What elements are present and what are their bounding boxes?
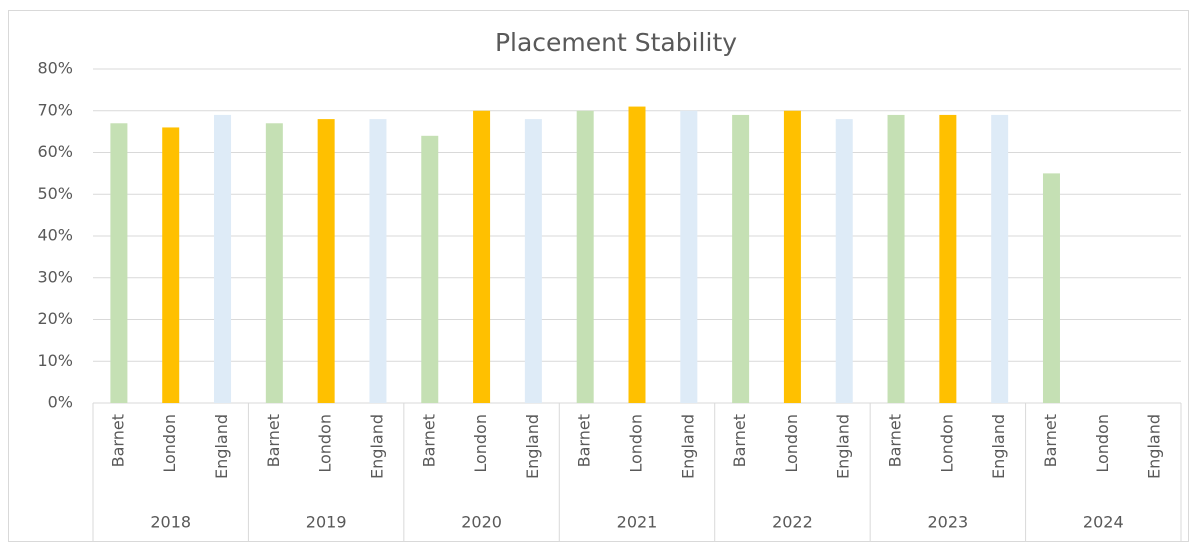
x-tick-label: London bbox=[782, 414, 801, 473]
bar bbox=[991, 114, 1009, 404]
x-tick-label: London bbox=[471, 414, 490, 473]
x-tick-label: London bbox=[316, 414, 335, 473]
x-tick-label: England bbox=[367, 414, 386, 479]
bar bbox=[265, 123, 283, 404]
bar bbox=[369, 119, 387, 403]
x-tick-label: Barnet bbox=[730, 414, 749, 467]
bar bbox=[162, 127, 180, 403]
x-tick-label: England bbox=[212, 414, 231, 479]
bar bbox=[421, 135, 439, 404]
bar bbox=[783, 110, 801, 403]
y-tick-label: 0% bbox=[48, 393, 73, 412]
bar bbox=[524, 119, 542, 403]
chart-title: Placement Stability bbox=[495, 28, 737, 57]
x-group-label: 2019 bbox=[306, 513, 347, 532]
x-tick-label: England bbox=[989, 414, 1008, 479]
bar bbox=[214, 114, 232, 404]
y-tick-label: 10% bbox=[37, 351, 73, 370]
chart-border bbox=[8, 10, 1189, 542]
bar bbox=[1042, 173, 1060, 403]
x-group-label: 2021 bbox=[617, 513, 658, 532]
y-tick-label: 40% bbox=[37, 226, 73, 245]
x-tick-label: Barnet bbox=[886, 414, 905, 467]
bar bbox=[317, 119, 335, 403]
x-tick-label: London bbox=[1093, 414, 1112, 473]
x-tick-label: England bbox=[1145, 414, 1164, 479]
y-tick-label: 70% bbox=[37, 100, 73, 119]
x-tick-label: Barnet bbox=[1041, 414, 1060, 467]
y-tick-label: 50% bbox=[37, 184, 73, 203]
x-tick-label: London bbox=[627, 414, 646, 473]
x-group-label: 2020 bbox=[461, 513, 502, 532]
x-tick-label: London bbox=[160, 414, 179, 473]
bar bbox=[939, 114, 957, 404]
x-group-label: 2022 bbox=[772, 513, 813, 532]
bar bbox=[835, 119, 853, 403]
bar bbox=[110, 123, 128, 404]
x-tick-label: England bbox=[834, 414, 853, 479]
bar bbox=[473, 110, 491, 403]
x-tick-label: England bbox=[523, 414, 542, 479]
x-group-label: 2023 bbox=[927, 513, 968, 532]
bar bbox=[732, 114, 750, 404]
x-tick-label: London bbox=[937, 414, 956, 473]
y-tick-label: 80% bbox=[37, 59, 73, 78]
x-tick-label: Barnet bbox=[419, 414, 438, 467]
y-tick-label: 30% bbox=[37, 267, 73, 286]
x-group-label: 2024 bbox=[1083, 513, 1124, 532]
x-tick-label: England bbox=[678, 414, 697, 479]
x-tick-label: Barnet bbox=[264, 414, 283, 467]
x-group-label: 2018 bbox=[150, 513, 191, 532]
bar bbox=[680, 110, 698, 403]
y-tick-label: 20% bbox=[37, 309, 73, 328]
y-tick-label: 60% bbox=[37, 142, 73, 161]
x-tick-label: Barnet bbox=[575, 414, 594, 467]
x-tick-label: Barnet bbox=[108, 414, 127, 467]
bar bbox=[576, 110, 594, 403]
bar bbox=[887, 114, 905, 404]
bar bbox=[628, 106, 646, 403]
